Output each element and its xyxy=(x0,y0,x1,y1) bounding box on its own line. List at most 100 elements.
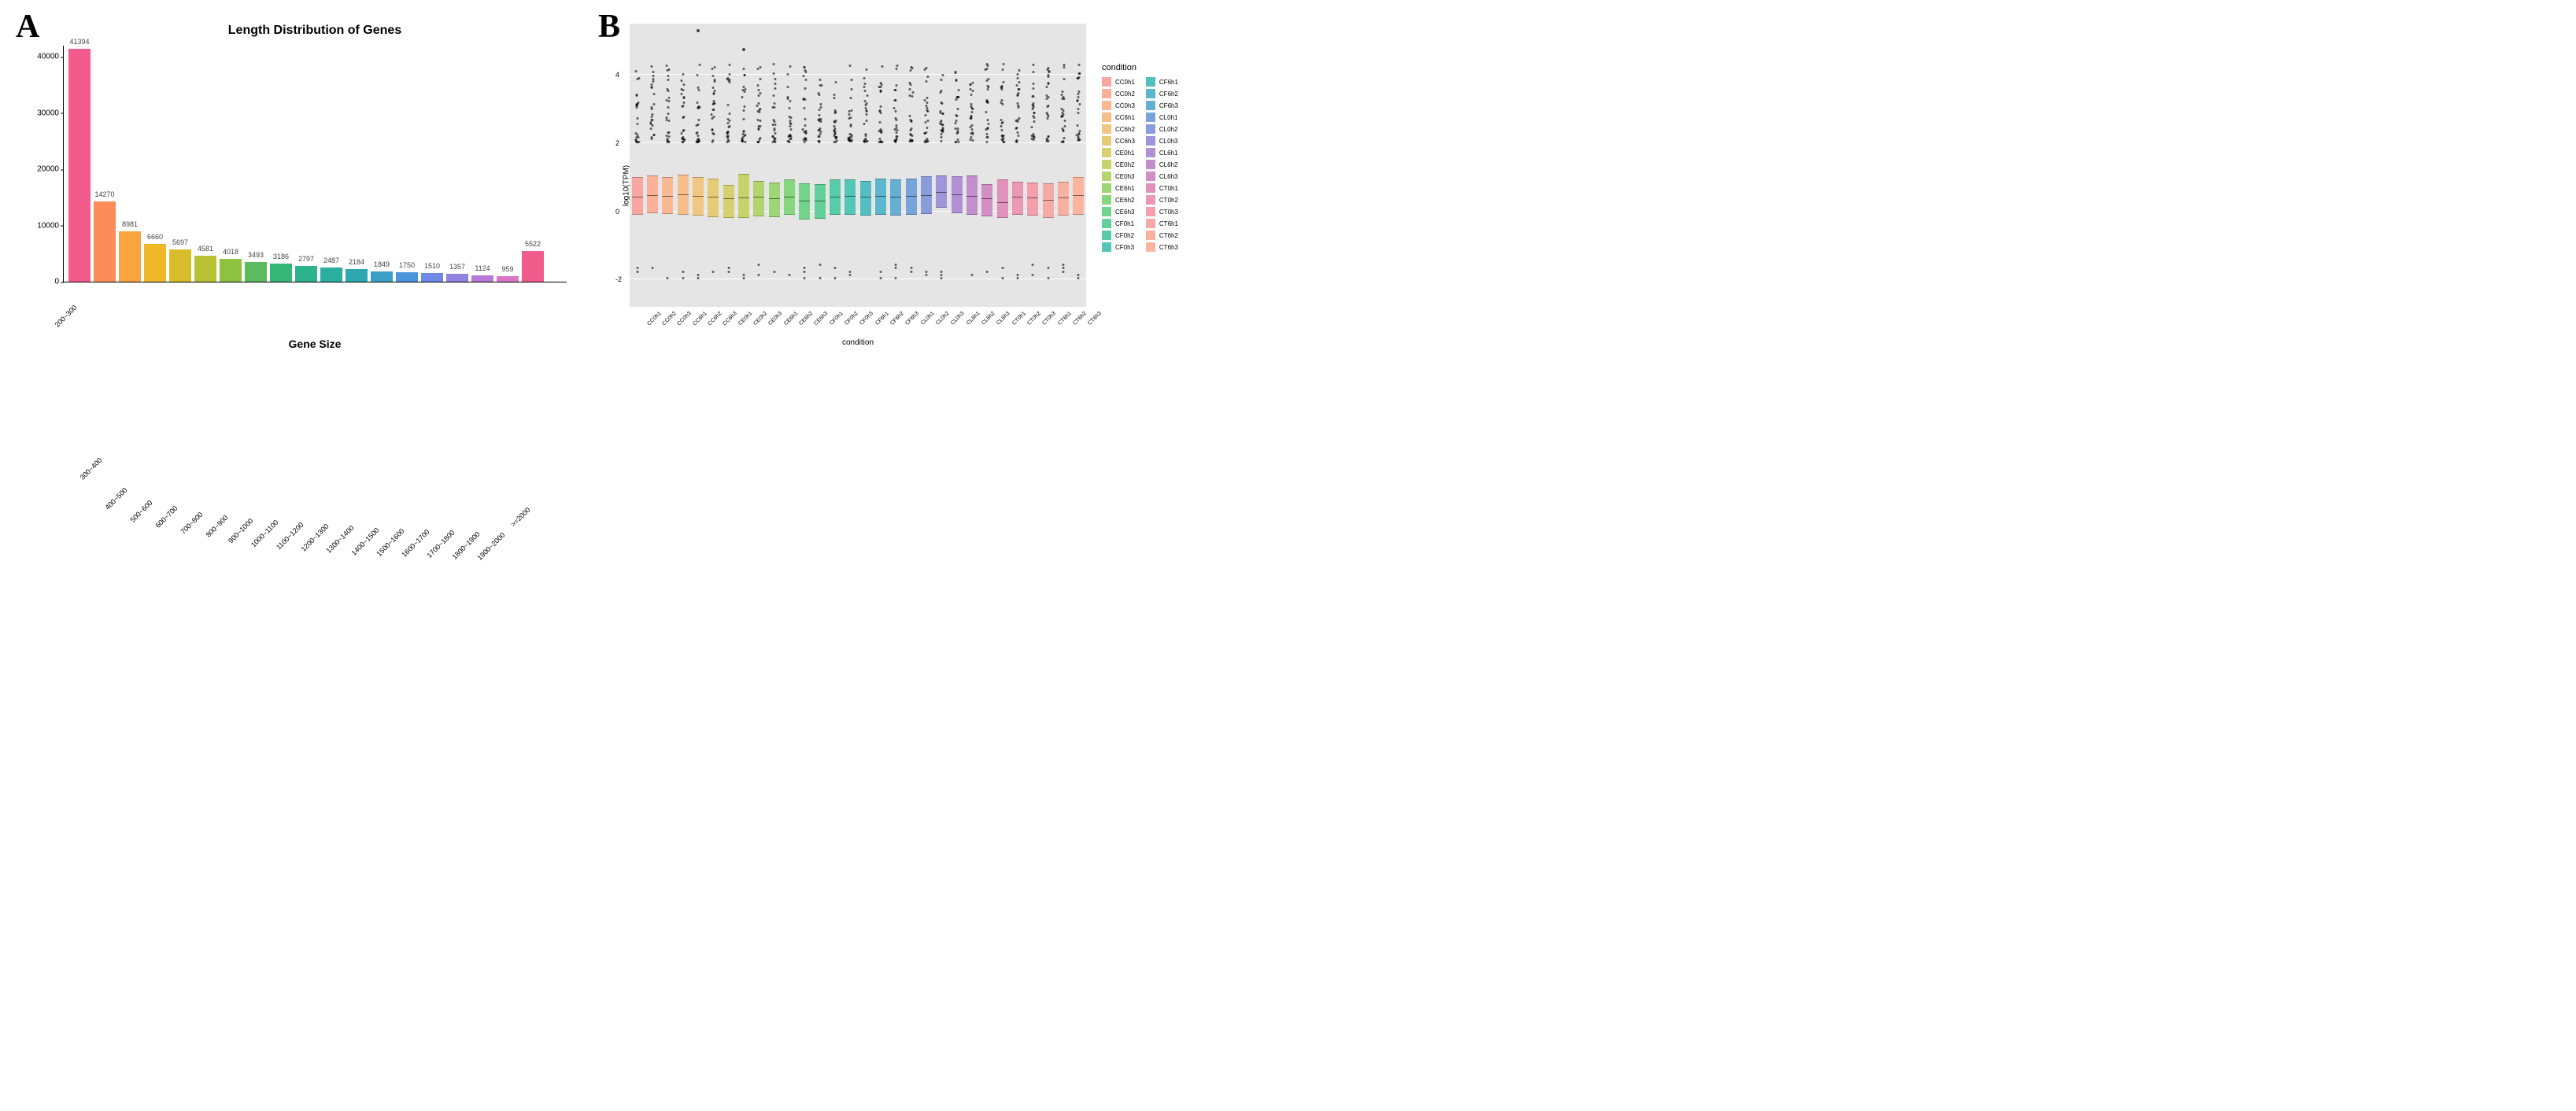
box-column xyxy=(662,24,673,307)
outlier-dot xyxy=(697,29,700,32)
box-median xyxy=(844,196,856,197)
box xyxy=(799,183,810,220)
box-column xyxy=(1058,24,1069,307)
legend-swatch xyxy=(1102,124,1111,134)
bar-column: 4018800~900 xyxy=(220,259,242,282)
legend-item: CT6h2 xyxy=(1146,231,1178,240)
outlier-dot xyxy=(909,82,911,84)
outlier-dot xyxy=(926,141,928,143)
box xyxy=(662,177,673,215)
legend-label: CF6h3 xyxy=(1159,102,1178,109)
outlier-dot xyxy=(850,124,852,126)
outlier-dot xyxy=(1033,120,1035,123)
outlier-dot xyxy=(804,87,807,90)
box-category-label: CE0h3 xyxy=(768,311,784,327)
bar-column: 5522>=2000 xyxy=(522,251,544,282)
outlier-dot xyxy=(1000,99,1003,102)
outlier-dot xyxy=(863,100,866,102)
outlier-dot xyxy=(697,74,699,76)
outlier-dot xyxy=(650,116,652,118)
outlier-dot xyxy=(666,65,668,67)
outlier-dot xyxy=(804,107,806,109)
outlier-dot xyxy=(850,97,852,99)
outlier-dot xyxy=(819,264,821,266)
outlier-dot xyxy=(1063,66,1065,68)
outlier-dot xyxy=(942,74,944,76)
outlier-dot xyxy=(864,83,867,85)
outlier-dot xyxy=(864,133,867,135)
outlier-dot xyxy=(804,271,806,273)
legend-item: CF6h2 xyxy=(1146,89,1178,98)
outlier-dot xyxy=(1063,96,1065,98)
outlier-dot xyxy=(1063,78,1066,80)
outlier-dot xyxy=(834,133,837,135)
outlier-dot xyxy=(970,128,973,131)
bar xyxy=(295,266,317,282)
outlier-dot xyxy=(909,88,911,90)
box-category-label: CF0h2 xyxy=(844,311,859,327)
outlier-dot xyxy=(818,119,820,121)
bar-value-label: 3186 xyxy=(273,253,289,264)
legend-label: CC6h2 xyxy=(1115,126,1135,133)
outlier-dot xyxy=(804,66,806,68)
box-column xyxy=(890,24,901,307)
box-column xyxy=(966,24,978,307)
outlier-dot xyxy=(835,136,837,138)
outlier-dot xyxy=(789,100,791,102)
legend-label: CL6h3 xyxy=(1159,173,1178,180)
legend-label: CE6h3 xyxy=(1115,209,1134,216)
outlier-dot xyxy=(849,274,852,276)
outlier-dot xyxy=(910,271,912,273)
outlier-dot xyxy=(759,92,762,94)
legend-item: CL6h2 xyxy=(1146,160,1178,169)
legend-swatch xyxy=(1102,183,1111,193)
outlier-dot xyxy=(895,277,897,279)
outlier-dot xyxy=(729,81,731,83)
bar-value-label: 4018 xyxy=(223,248,238,259)
outlier-dot xyxy=(1003,81,1005,83)
outlier-dot xyxy=(1000,102,1003,104)
outlier-dot xyxy=(790,116,793,119)
outlier-dot xyxy=(851,134,853,136)
outlier-dot xyxy=(757,84,759,87)
outlier-dot xyxy=(744,141,746,143)
bar-value-label: 1124 xyxy=(475,264,490,275)
outlier-dot xyxy=(652,78,654,80)
outlier-dot xyxy=(865,120,867,122)
outlier-dot xyxy=(1017,73,1019,76)
outlier-dot xyxy=(743,86,745,88)
outlier-dot xyxy=(1032,138,1034,141)
outlier-dot xyxy=(774,141,777,143)
outlier-dot xyxy=(1018,81,1020,83)
outlier-dot xyxy=(926,109,929,112)
outlier-dot xyxy=(924,114,926,116)
box-category-label: CT0h1 xyxy=(1011,311,1027,327)
bar xyxy=(421,273,443,282)
legend-label: CT6h3 xyxy=(1159,244,1178,251)
outlier-dot xyxy=(650,121,652,124)
legend-swatch xyxy=(1102,113,1111,122)
chart-a-title: Length Distribution of Genes xyxy=(63,24,567,38)
outlier-dot xyxy=(682,105,684,107)
outlier-dot xyxy=(758,264,760,266)
outlier-dot xyxy=(1045,86,1048,88)
outlier-dot xyxy=(728,64,730,66)
legend-item: CT6h1 xyxy=(1146,219,1178,228)
outlier-dot xyxy=(985,101,988,103)
outlier-dot xyxy=(682,73,685,76)
outlier-dot xyxy=(649,127,652,130)
box-median xyxy=(647,195,658,196)
outlier-dot xyxy=(866,94,868,97)
outlier-dot xyxy=(682,83,685,86)
outlier-dot xyxy=(789,138,792,140)
outlier-dot xyxy=(789,125,792,127)
legend-item: CL0h3 xyxy=(1146,136,1178,146)
bar xyxy=(119,231,141,282)
outlier-dot xyxy=(941,274,943,276)
outlier-dot xyxy=(926,127,929,129)
outlier-dot xyxy=(940,102,942,104)
legend-item: CL0h2 xyxy=(1146,124,1178,134)
legend-swatch xyxy=(1102,101,1111,110)
bar-value-label: 5522 xyxy=(525,240,541,251)
outlier-dot xyxy=(926,80,928,83)
